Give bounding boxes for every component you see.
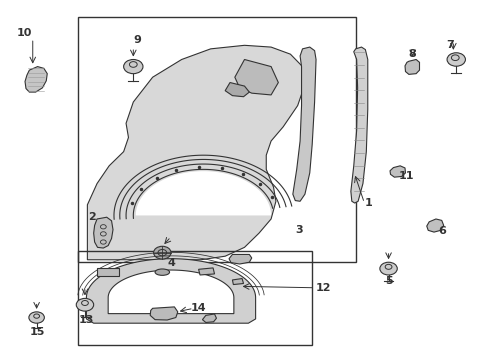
Polygon shape: [150, 307, 178, 320]
Text: 5: 5: [384, 276, 391, 286]
Bar: [78, 251, 311, 345]
Polygon shape: [25, 67, 47, 92]
Polygon shape: [389, 166, 405, 177]
Polygon shape: [350, 47, 367, 203]
Text: 11: 11: [397, 171, 413, 181]
Ellipse shape: [155, 269, 169, 275]
Text: 14: 14: [190, 303, 205, 313]
Text: 2: 2: [88, 212, 95, 222]
Circle shape: [446, 53, 465, 66]
Polygon shape: [86, 259, 255, 323]
Polygon shape: [108, 270, 233, 314]
Text: 7: 7: [446, 40, 453, 50]
Circle shape: [123, 59, 142, 74]
Polygon shape: [404, 59, 419, 75]
Polygon shape: [292, 47, 315, 201]
Text: 8: 8: [408, 49, 416, 59]
Polygon shape: [232, 279, 243, 284]
Text: 1: 1: [364, 198, 371, 208]
Circle shape: [379, 262, 396, 275]
Text: 15: 15: [29, 327, 44, 337]
Bar: [78, 17, 355, 261]
Polygon shape: [228, 255, 251, 264]
Polygon shape: [94, 217, 113, 248]
Text: 13: 13: [79, 315, 94, 325]
Polygon shape: [87, 45, 305, 260]
Polygon shape: [136, 171, 270, 215]
Circle shape: [29, 312, 44, 323]
Text: 3: 3: [295, 225, 302, 235]
Bar: [97, 268, 119, 276]
Text: 10: 10: [16, 28, 32, 38]
Polygon shape: [426, 219, 443, 232]
Polygon shape: [198, 268, 214, 275]
Polygon shape: [234, 59, 278, 95]
Polygon shape: [224, 82, 249, 97]
Circle shape: [153, 246, 171, 259]
Text: 12: 12: [315, 283, 331, 293]
Text: 6: 6: [437, 226, 445, 237]
Text: 4: 4: [167, 258, 175, 268]
Circle shape: [76, 298, 94, 311]
Polygon shape: [202, 314, 216, 323]
Text: 9: 9: [133, 35, 141, 45]
